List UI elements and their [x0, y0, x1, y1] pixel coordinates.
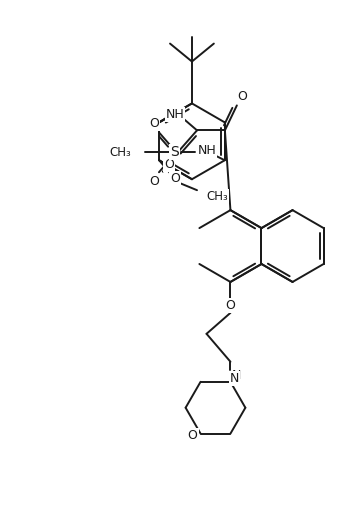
Text: NH: NH: [197, 144, 216, 157]
Text: O: O: [225, 299, 235, 312]
Text: O: O: [149, 117, 159, 130]
Text: O: O: [170, 172, 180, 185]
Text: CH₃: CH₃: [206, 190, 228, 203]
Text: O: O: [188, 429, 197, 442]
Text: O: O: [164, 158, 174, 171]
Text: O: O: [237, 90, 247, 103]
Text: N: N: [232, 369, 241, 382]
Text: S: S: [170, 145, 179, 159]
Text: O: O: [149, 174, 159, 188]
Text: CH₃: CH₃: [109, 146, 131, 159]
Text: NH: NH: [166, 108, 185, 121]
Text: N: N: [230, 373, 239, 385]
